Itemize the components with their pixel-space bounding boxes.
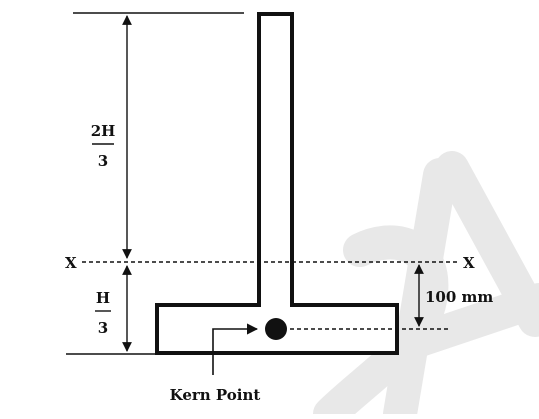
lower-fraction-denominator: 3 [98, 319, 108, 337]
upper-fraction-numerator: 2H [91, 122, 116, 140]
kern-point-marker [265, 318, 287, 340]
t-section-outline [155, 12, 399, 355]
axis-label-right: X [463, 254, 475, 272]
axis-label-left: X [65, 254, 77, 272]
kern-point-label: Kern Point [170, 386, 261, 404]
lower-fraction-numerator: H [96, 289, 110, 307]
watermark-stroke-4 [403, 283, 539, 357]
kern-point-leader [212, 323, 259, 375]
upper-fraction-denominator: 3 [98, 152, 108, 170]
offset-label: 100 mm [425, 288, 493, 306]
